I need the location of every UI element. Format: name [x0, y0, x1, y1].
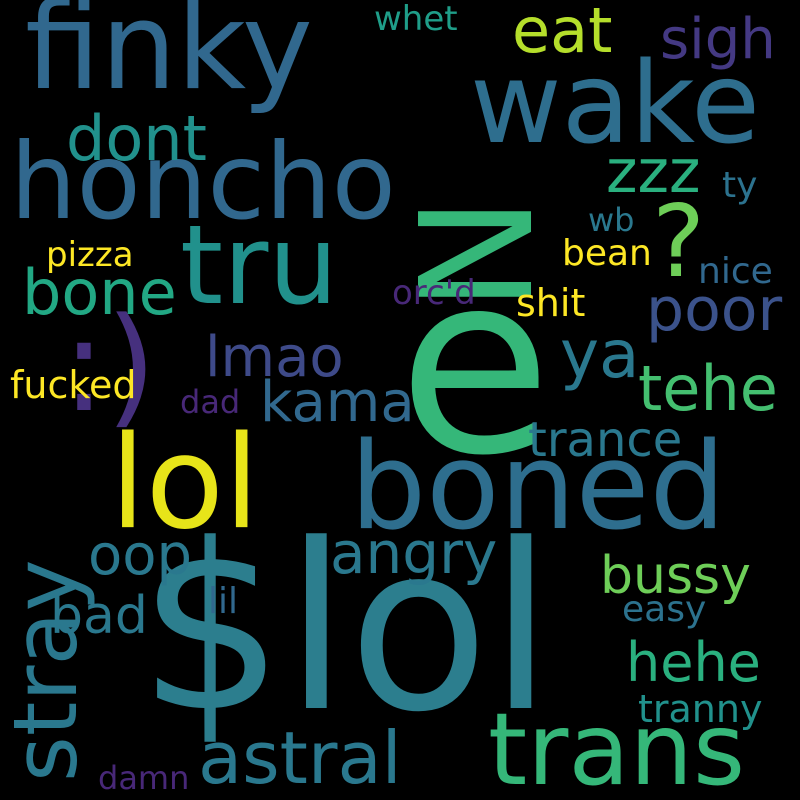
word-tranny: tranny — [638, 687, 763, 731]
word-smiley: :) — [62, 289, 157, 441]
word-dad: dad — [180, 383, 241, 421]
word-dont: dont — [66, 102, 207, 175]
word-damn: damn — [98, 759, 190, 797]
word-trans: trans — [488, 691, 746, 800]
word-lol: lol — [110, 409, 260, 558]
word-eat: eat — [512, 0, 613, 67]
word-lmao: lmao — [205, 325, 344, 390]
word-bone: bone — [22, 256, 177, 329]
word-lol-dollar: $lol — [138, 496, 553, 763]
word-boned: boned — [350, 418, 726, 557]
word-bussy: bussy — [600, 546, 751, 606]
word-question: ? — [652, 183, 706, 300]
word-wake: wake — [470, 39, 761, 169]
word-bean: bean — [562, 233, 652, 274]
word-astral: astral — [198, 716, 402, 800]
word-tehe: tehe — [638, 352, 778, 425]
word-pizza: pizza — [46, 235, 134, 275]
word-finky: finky — [25, 0, 313, 117]
word-easy: easy — [622, 589, 707, 630]
word-honcho: honcho — [10, 121, 396, 243]
word-orcd: orc'd — [392, 273, 476, 313]
word-zzz: zzz — [606, 137, 701, 207]
word-sigh: sigh — [660, 7, 776, 72]
word-wb: wb — [588, 201, 635, 239]
word-nice: nice — [698, 251, 773, 292]
word-ya: ya — [560, 316, 640, 393]
word-fucked: fucked — [10, 363, 137, 407]
word-tru: tru — [180, 201, 339, 329]
word-oop: oop — [88, 523, 193, 588]
word-shit: shit — [516, 281, 586, 325]
word-lil: lil — [208, 581, 239, 622]
word-whet: whet — [374, 0, 458, 39]
word-angry: angry — [330, 519, 498, 587]
word-ty: ty — [722, 165, 758, 206]
word-trance: trance — [528, 412, 683, 468]
word-poor: poor — [646, 275, 783, 345]
word-bad: bad — [50, 586, 148, 646]
word-kama: kama — [260, 370, 415, 435]
word-hehe: hehe — [626, 631, 761, 694]
word-e: e — [398, 219, 552, 510]
